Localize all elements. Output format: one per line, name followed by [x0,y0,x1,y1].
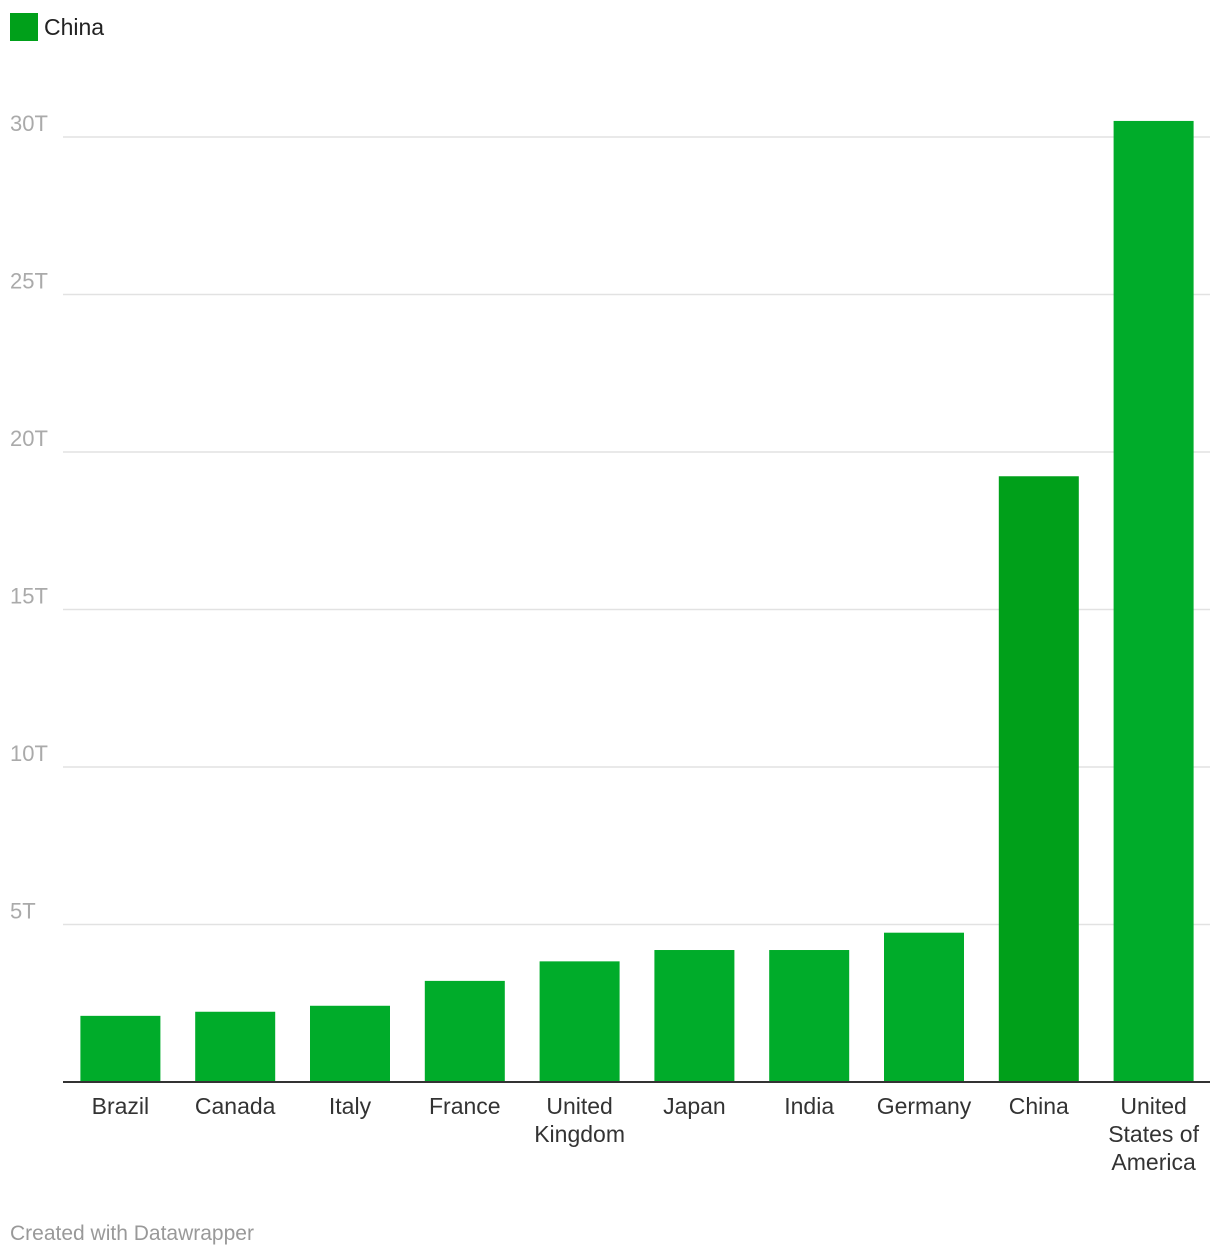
x-tick-label: Italy [329,1093,372,1119]
x-tick-label-line: Canada [195,1093,276,1119]
x-tick-label-line: India [784,1093,834,1119]
legend: China [10,12,104,42]
credit-text: Created with Datawrapper [10,1222,254,1245]
bar-united-states-of-america [1113,120,1194,1082]
x-tick-label: Brazil [92,1093,150,1119]
legend-swatch [10,13,38,41]
x-tick-label-line: China [1009,1093,1069,1119]
y-tick-label: 20T [10,426,48,451]
x-tick-label: France [429,1093,501,1119]
bar-china [998,476,1079,1082]
bar-canada [195,1011,276,1082]
y-tick-label: 10T [10,741,48,766]
y-tick-label: 30T [10,111,48,136]
bar-germany [884,932,964,1082]
legend-label: China [44,13,105,40]
bars [80,120,1194,1082]
x-tick-label-line: United [1120,1093,1186,1119]
x-tick-label: United States of America [1108,1093,1199,1175]
bar-japan [654,950,735,1082]
x-tick-label-line: America [1111,1149,1196,1175]
x-tick-label-line: Japan [663,1093,726,1119]
bar-italy [310,1005,390,1082]
x-tick-label-line: United [546,1093,612,1119]
x-tick-label-line: France [429,1093,501,1119]
x-tick-label: Japan [663,1093,726,1119]
y-tick-label: 15T [10,584,48,609]
x-tick-label-line: States of [1108,1121,1199,1147]
bar-united-kingdom [539,961,620,1082]
bar-india [769,950,850,1082]
x-tick-label-line: Brazil [92,1093,150,1119]
x-tick-label-line: Kingdom [534,1121,625,1147]
y-tick-label: 25T [10,269,48,294]
x-tick-label: India [784,1093,834,1119]
category-labels: Brazil Canada Italy France United KingdomJapa… [92,1093,1200,1175]
x-tick-label: United Kingdom [534,1093,625,1147]
x-tick-label-line: Italy [329,1093,372,1119]
bar-france [424,980,505,1082]
x-tick-label: China [1009,1093,1069,1119]
x-tick-label: Germany [877,1093,972,1119]
y-tick-label: 5T [10,899,36,924]
x-tick-label: Canada [195,1093,276,1119]
bar-brazil [80,1015,161,1082]
bar-chart: 5T 10T 15T 20T 25T 30T Brazil Canada Italy Franc… [10,111,1210,1175]
gridlines: 5T 10T 15T 20T 25T 30T [10,111,1210,926]
x-tick-label-line: Germany [877,1093,972,1119]
